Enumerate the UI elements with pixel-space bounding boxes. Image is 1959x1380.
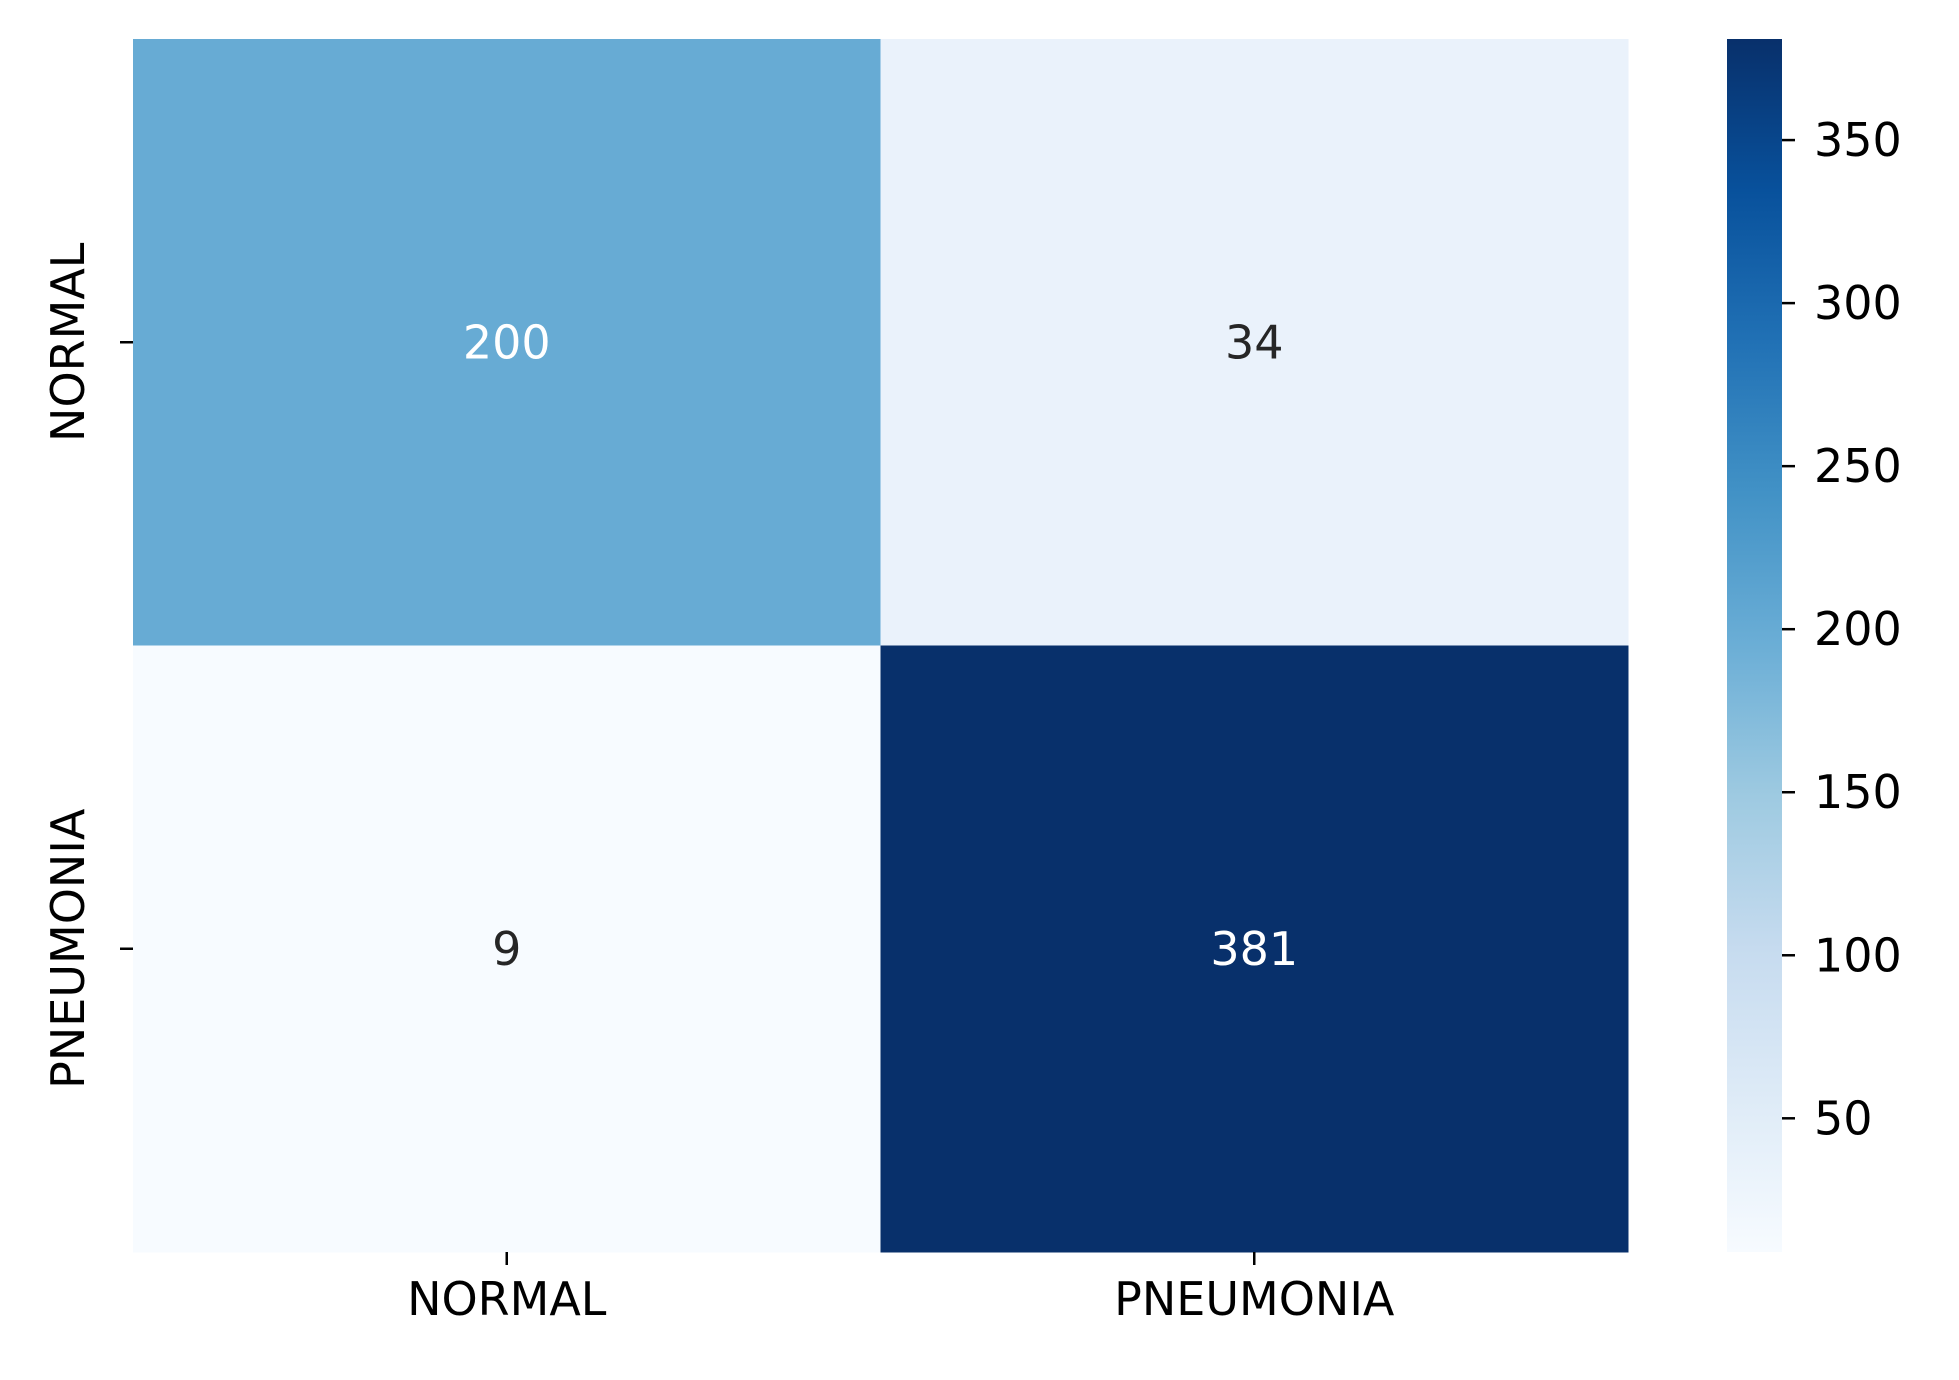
colorbar-tick-label-200: 200 xyxy=(1814,602,1902,656)
cell-value-1-1: 381 xyxy=(1210,922,1298,976)
heatmap-cells xyxy=(133,39,1629,1253)
colorbar-tick-label-350: 350 xyxy=(1814,113,1902,167)
colorbar: 50 100 150 200 250 300 350 xyxy=(1727,39,1902,1252)
colorbar-tick-label-150: 150 xyxy=(1814,765,1902,819)
colorbar-tick-label-50: 50 xyxy=(1814,1091,1873,1145)
heatmap-cell-1-0 xyxy=(133,645,881,1253)
heatmap-cell-1-1 xyxy=(880,645,1629,1253)
colorbar-tick-label-100: 100 xyxy=(1814,928,1902,982)
colorbar-tick-label-300: 300 xyxy=(1814,276,1902,330)
cell-value-1-0: 9 xyxy=(492,922,521,976)
colorbar-tick-label-250: 250 xyxy=(1814,439,1902,493)
colorbar-gradient xyxy=(1727,39,1782,1252)
y-tick-label-normal: NORMAL xyxy=(41,242,95,442)
cell-value-0-1: 34 xyxy=(1225,315,1284,369)
y-tick-label-pneumonia: PNEUMONIA xyxy=(41,808,95,1089)
heatmap-cell-0-0 xyxy=(133,39,881,646)
y-axis: NORMAL PNEUMONIA xyxy=(41,242,133,1089)
heatmap-cell-0-1 xyxy=(880,39,1629,646)
x-axis: NORMAL PNEUMONIA xyxy=(407,1252,1395,1326)
cell-value-0-0: 200 xyxy=(463,315,551,369)
x-tick-label-normal: NORMAL xyxy=(407,1272,607,1326)
cell-annotations: 200 34 9 381 xyxy=(463,315,1298,976)
x-tick-label-pneumonia: PNEUMONIA xyxy=(1114,1272,1395,1326)
